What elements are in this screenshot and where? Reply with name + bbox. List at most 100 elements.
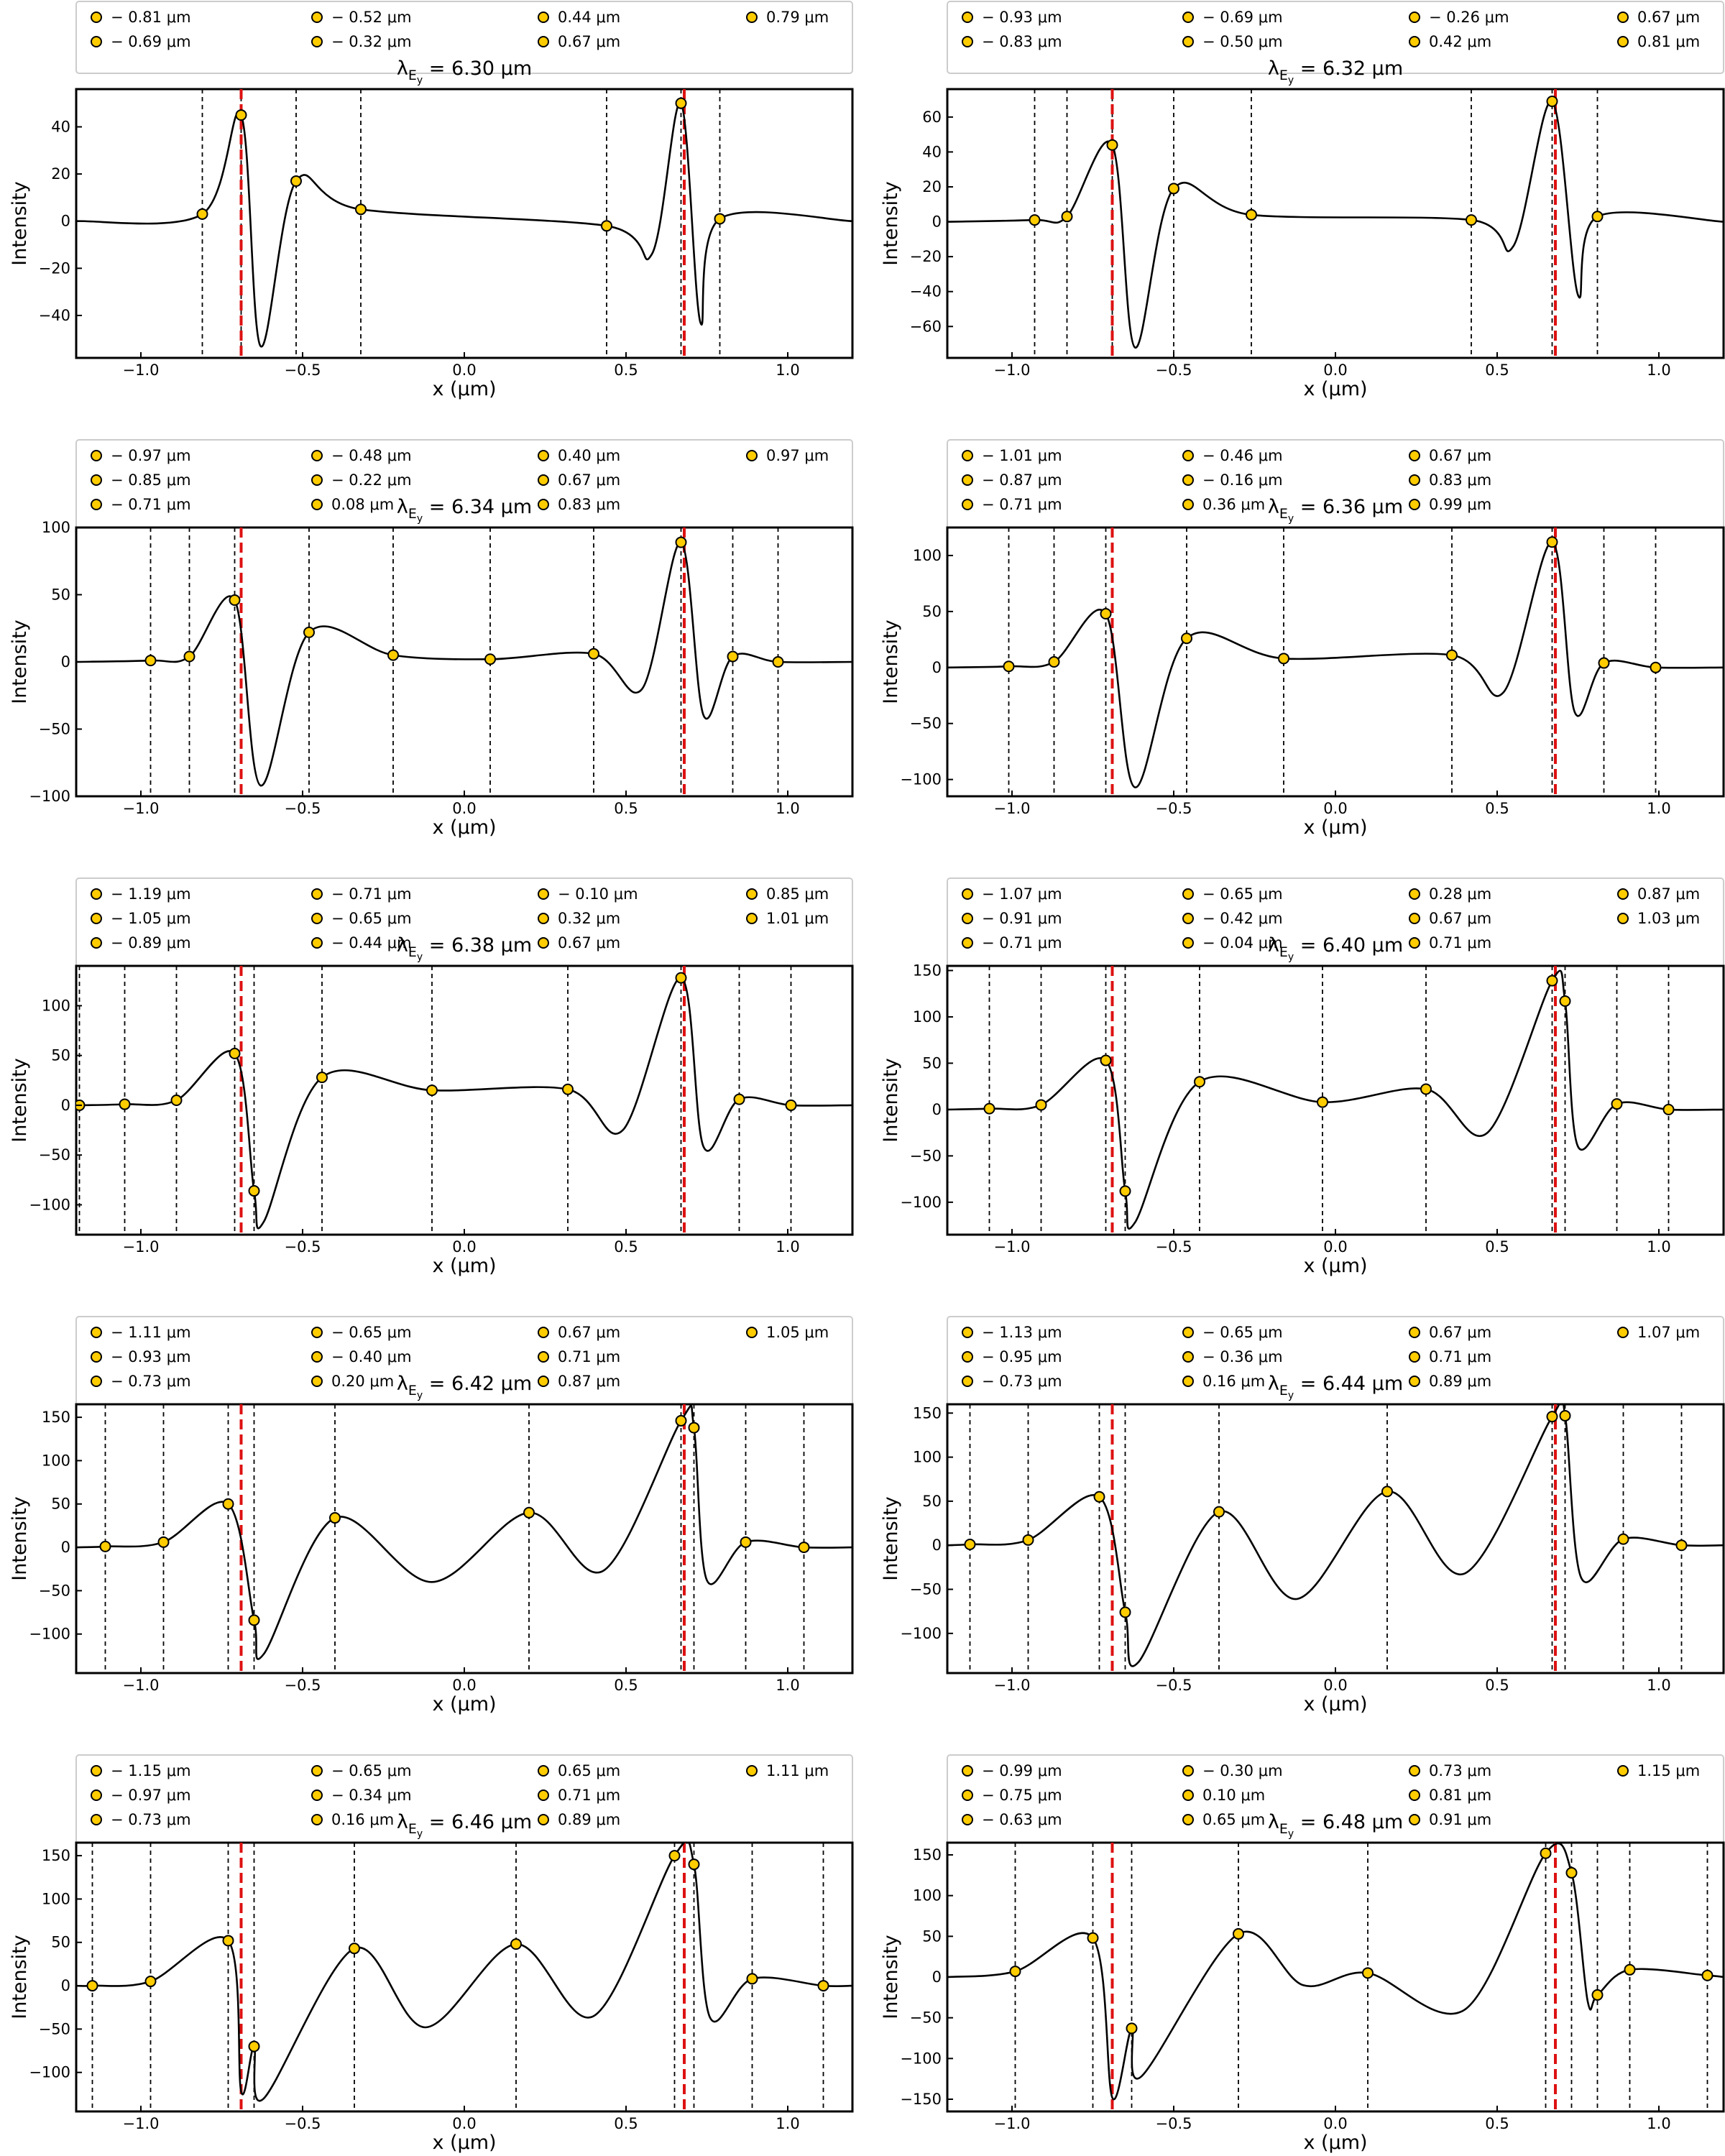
legend-marker: [538, 450, 549, 461]
chart-panel: − 1.13 μm − 0.95 μm − 0.73 μm − 0.65 μm − 0.…: [880, 1316, 1725, 1715]
x-tick-label: 0.5: [614, 361, 638, 379]
panel-title: λEy = 6.48 μm: [1268, 1811, 1403, 1840]
x-tick-label: 1.0: [776, 1238, 799, 1256]
legend-box: [75, 1316, 853, 1414]
x-axis-label: x (μm): [1303, 1693, 1367, 1715]
legend-marker: [538, 11, 549, 23]
data-point: [675, 97, 687, 109]
x-tick-label: −1.0: [123, 361, 160, 379]
legend-box: [947, 1754, 1724, 1852]
y-tick-label: −50: [39, 1146, 70, 1164]
legend-marker: [1617, 11, 1629, 23]
data-point: [523, 1506, 535, 1519]
x-tick-label: −0.5: [1156, 2115, 1192, 2132]
y-tick-label: 100: [42, 997, 70, 1014]
y-axis-label: Intensity: [880, 1935, 902, 2019]
data-point: [601, 220, 612, 232]
legend-label: 0.28 μm: [1429, 885, 1491, 903]
legend-marker: [1617, 1765, 1629, 1777]
legend-label: 0.81 μm: [1429, 1787, 1491, 1804]
plot-frame: [75, 1403, 854, 1674]
data-point: [1093, 1491, 1105, 1503]
x-tick-label: −0.5: [285, 361, 321, 379]
data-point: [248, 1185, 260, 1197]
legend-marker: [91, 450, 102, 461]
legend-marker: [538, 888, 549, 900]
data-point: [1624, 1963, 1636, 1976]
data-point: [1022, 1534, 1034, 1546]
legend-label: − 0.71 μm: [982, 934, 1062, 952]
x-tick-label: 1.0: [776, 361, 799, 379]
x-tick-label: 1.0: [1647, 800, 1670, 817]
data-point: [1119, 1606, 1131, 1618]
data-point: [740, 1536, 752, 1548]
data-point: [170, 1095, 183, 1106]
y-tick-label: 0: [932, 1101, 942, 1118]
plot-area: [947, 1843, 1724, 2111]
plot-area: [947, 89, 1724, 358]
legend-marker: [311, 450, 323, 461]
data-point: [144, 1976, 157, 1988]
legend-marker: [311, 499, 323, 510]
legend-label: − 0.91 μm: [982, 910, 1062, 927]
data-point: [1106, 139, 1118, 151]
legend-marker: [91, 1765, 102, 1777]
legend-label: 0.83 μm: [1429, 471, 1491, 489]
legend-box: [947, 877, 1724, 975]
x-tick-label: 0.5: [1485, 1677, 1509, 1694]
legend-label: − 0.69 μm: [111, 33, 191, 50]
legend-marker: [1182, 11, 1194, 23]
legend-label: − 0.71 μm: [982, 496, 1062, 513]
x-axis-label: x (μm): [1303, 378, 1367, 400]
panel-title: λEy = 6.46 μm: [397, 1811, 532, 1840]
y-tick-label: 40: [51, 118, 70, 135]
legend-marker: [311, 1765, 323, 1777]
x-tick-label: 0.5: [614, 1238, 638, 1256]
data-point: [772, 656, 784, 668]
x-tick-label: 0.5: [1485, 2115, 1509, 2132]
data-point: [1546, 975, 1558, 987]
data-point: [675, 972, 687, 984]
data-point: [688, 1422, 700, 1434]
y-tick-label: −40: [39, 307, 70, 324]
y-axis-label: Intensity: [880, 619, 902, 704]
legend-marker: [962, 1814, 973, 1825]
panel-title: λEy = 6.36 μm: [1268, 496, 1403, 525]
legend-label: − 0.73 μm: [982, 1373, 1062, 1390]
legend-marker: [1409, 888, 1420, 900]
data-point: [714, 213, 726, 225]
data-point: [222, 1498, 234, 1510]
legend-marker: [1182, 474, 1194, 486]
x-tick-label: −1.0: [123, 800, 160, 817]
data-point: [1598, 657, 1610, 669]
legend-label: − 1.05 μm: [111, 910, 191, 927]
data-point: [183, 650, 196, 663]
legend-label: 0.65 μm: [1202, 1811, 1265, 1828]
legend-marker: [1409, 913, 1420, 924]
plot-frame: [946, 526, 1725, 798]
x-tick-label: 0.0: [1323, 2115, 1347, 2132]
data-point: [248, 2040, 260, 2053]
legend-label: − 0.42 μm: [1202, 910, 1283, 927]
legend-label: − 0.75 μm: [982, 1787, 1062, 1804]
legend-label: − 0.44 μm: [331, 934, 412, 952]
y-tick-label: 20: [51, 165, 70, 183]
y-axis-label: Intensity: [9, 1935, 31, 2019]
legend-marker: [1617, 1327, 1629, 1338]
legend-marker: [91, 1814, 102, 1825]
legend-marker: [1182, 1765, 1194, 1777]
data-point: [1662, 1103, 1675, 1115]
y-axis-label: Intensity: [880, 181, 902, 266]
plot-frame: [946, 88, 1725, 359]
legend-label: − 0.87 μm: [982, 471, 1062, 489]
legend-marker: [538, 1789, 549, 1801]
legend-marker: [91, 1376, 102, 1387]
legend-marker: [91, 36, 102, 47]
legend-marker: [311, 36, 323, 47]
legend-label: 0.67 μm: [1637, 9, 1700, 26]
x-tick-label: 1.0: [776, 1677, 799, 1694]
legend-marker: [1182, 1376, 1194, 1387]
data-point: [157, 1536, 170, 1548]
panel-title: λEy = 6.32 μm: [1268, 57, 1403, 86]
legend-label: 0.73 μm: [1429, 1762, 1491, 1779]
